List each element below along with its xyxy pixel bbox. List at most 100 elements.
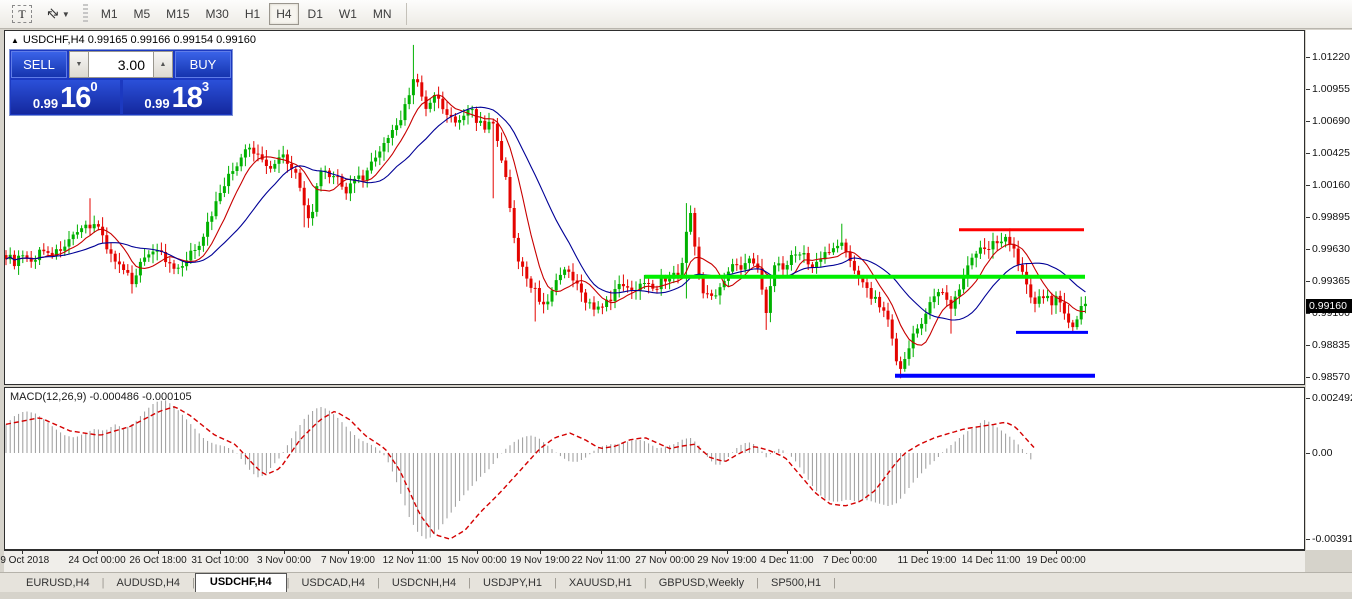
date-tick-mark [540, 551, 541, 554]
chart-tab-gbpusd[interactable]: GBPUSD,Weekly [658, 577, 745, 589]
chart-tab-usdcad[interactable]: USDCAD,H4 [301, 577, 366, 589]
date-tick-mark [850, 551, 851, 554]
cycle-symbols-button[interactable]: ⇅ ▼ [41, 3, 77, 25]
tab-separator: | [101, 577, 105, 589]
chart-tab-sp500[interactable]: SP500,H1 [770, 577, 822, 589]
date-tick-label: 15 Nov 00:00 [447, 555, 507, 566]
symbol-title: USDCHF,H4 [22, 34, 85, 46]
date-tick-mark [1056, 551, 1057, 554]
volume-increase-button[interactable]: ▲ [153, 51, 173, 78]
text-tool-button[interactable]: T [5, 3, 39, 25]
buy-price-prefix: 0.99 [144, 96, 170, 111]
chart-tab-usdcnh[interactable]: USDCNH,H4 [391, 577, 457, 589]
chart-tab-xauusd[interactable]: XAUUSD,H1 [568, 577, 632, 589]
date-tick-mark [158, 551, 159, 554]
price-tick-label: 1.00425 [1306, 147, 1352, 159]
tab-separator: | [468, 577, 471, 589]
volume-stepper: ▼ ▲ [69, 51, 173, 78]
timeframe-button-m1[interactable]: M1 [100, 7, 118, 21]
toolbar-grip-handle[interactable] [82, 4, 88, 24]
sell-button[interactable]: SELL [11, 51, 67, 78]
date-tick-label: 3 Nov 00:00 [257, 555, 311, 566]
timeframe-group: M1 M5 M15 M30 H1 H4 D1 W1 MN [93, 3, 400, 25]
date-tick-mark [220, 551, 221, 554]
volume-decrease-button[interactable]: ▼ [69, 51, 89, 78]
price-tick-label: 0.98570 [1306, 371, 1352, 383]
timeframe-button-h1[interactable]: H1 [244, 7, 261, 21]
date-tick-label: 24 Oct 00:00 [68, 555, 126, 566]
tab-separator: | [554, 577, 557, 589]
date-tick-label: 12 Nov 11:00 [382, 555, 442, 566]
date-tick-mark [927, 551, 928, 554]
volume-input[interactable] [89, 51, 153, 78]
macd-chart[interactable] [5, 388, 1304, 549]
macd-label: MACD(12,26,9) -0.000486 -0.000105 [10, 391, 192, 403]
date-tick-mark [284, 551, 285, 554]
sell-price-prefix: 0.99 [32, 96, 59, 111]
sell-price-pip: 0 [90, 79, 98, 94]
macd-tick-label: -0.003913 [1306, 533, 1352, 545]
date-tick-label: 4 Dec 11:00 [760, 555, 814, 566]
price-axis[interactable]: 1.01220 1.00955 1.00690 1.00425 1.00160 0.998… [1306, 30, 1352, 550]
date-tick-label: 14 Dec 11:00 [961, 555, 1021, 566]
ohlc-values: 0.99165 0.99166 0.99154 0.99160 [87, 34, 256, 46]
date-tick-label: 27 Nov 00:00 [635, 555, 695, 566]
date-tick-label: 31 Oct 10:00 [191, 555, 249, 566]
date-tick-label: 19 Dec 00:00 [1026, 555, 1086, 566]
buy-button[interactable]: BUY [175, 51, 231, 78]
date-tick-label: 7 Dec 00:00 [823, 555, 877, 566]
toolbar: T ⇅ ▼ M1 M5 M15 M30 H1 H4 D1 W1 MN [0, 0, 1352, 29]
one-click-trading-panel: SELL ▼ ▲ BUY 0.99 16 0 0.99 18 3 [9, 49, 233, 116]
date-tick-mark [601, 551, 602, 554]
timeframe-button-h4[interactable]: H4 [269, 3, 299, 25]
date-tick-mark [787, 551, 788, 554]
tab-separator: | [833, 577, 836, 589]
buy-price-pip: 3 [201, 79, 210, 94]
date-axis[interactable]: 19 Oct 2018 24 Oct 00:00 26 Oct 18:00 31 Oc… [0, 550, 1305, 572]
price-tick-label: 0.99895 [1306, 211, 1352, 223]
chart-tab-eurusd[interactable]: EURUSD,H4 [26, 577, 90, 589]
date-tick-mark [991, 551, 992, 554]
chart-tab-usdchf[interactable]: USDCHF,H4 [194, 573, 287, 592]
collapse-arrow-icon[interactable]: ▲ [11, 36, 19, 45]
chart-tab-usdjpy[interactable]: USDJPY,H1 [482, 577, 543, 589]
main-chart-pane[interactable]: ▲ USDCHF,H4 0.99165 0.99166 0.99154 0.991… [4, 30, 1305, 385]
timeframe-button-d1[interactable]: D1 [307, 7, 323, 21]
buy-price-box[interactable]: 0.99 18 3 [122, 79, 231, 114]
date-tick-mark [412, 551, 413, 554]
sell-price-big: 16 [60, 82, 91, 114]
date-tick-label: 29 Nov 19:00 [697, 555, 757, 566]
date-tick-mark [727, 551, 728, 554]
date-tick-mark [348, 551, 349, 554]
macd-indicator-name: MACD(12,26,9) [10, 391, 87, 403]
date-tick-mark [97, 551, 98, 554]
status-strip [0, 592, 1352, 599]
macd-tick-label: 0.00 [1306, 447, 1352, 459]
date-tick-mark [477, 551, 478, 554]
macd-indicator-pane[interactable]: MACD(12,26,9) -0.000486 -0.000105 [4, 387, 1305, 550]
macd-tick-label: 0.002492 [1306, 392, 1352, 404]
date-tick-label: 19 Nov 19:00 [510, 555, 570, 566]
tab-separator: | [377, 577, 380, 589]
timeframe-button-m5[interactable]: M5 [133, 7, 151, 21]
timeframe-button-mn[interactable]: MN [372, 7, 392, 21]
date-tick-label: 26 Oct 18:00 [129, 555, 187, 566]
text-tool-icon: T [12, 5, 32, 23]
candlestick-chart[interactable] [5, 31, 1304, 384]
price-tick-label: 1.00955 [1306, 83, 1352, 95]
timeframe-button-m30[interactable]: M30 [205, 7, 229, 21]
buy-price-big: 18 [171, 82, 203, 114]
chart-tabs-bar: EURUSD,H4 | AUDUSD,H4 | USDCHF,H4 | USDCAD,H4 |… [0, 572, 1352, 592]
date-tick-label: 22 Nov 11:00 [571, 555, 631, 566]
price-tick-label: 0.99630 [1306, 243, 1352, 255]
price-tick-label: 1.00160 [1306, 179, 1352, 191]
date-tick-mark [665, 551, 666, 554]
chart-tab-audusd[interactable]: AUDUSD,H4 [116, 577, 181, 589]
timeframe-button-m15[interactable]: M15 [166, 7, 190, 21]
timeframe-button-w1[interactable]: W1 [338, 7, 357, 21]
date-tick-label: 7 Nov 19:00 [321, 555, 375, 566]
sell-price-box[interactable]: 0.99 16 0 [11, 80, 120, 114]
tab-separator: | [286, 577, 290, 589]
date-tick-label: 11 Dec 19:00 [897, 555, 957, 566]
price-tick-label: 1.01220 [1306, 51, 1352, 63]
